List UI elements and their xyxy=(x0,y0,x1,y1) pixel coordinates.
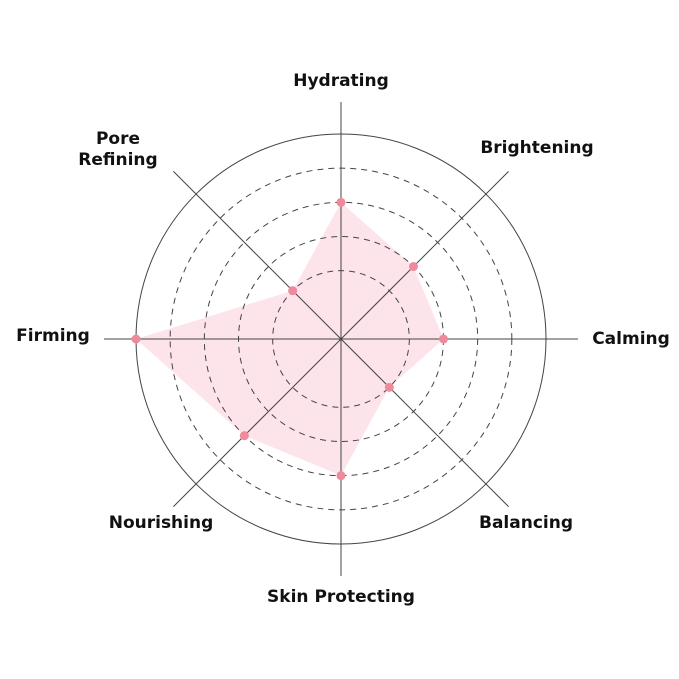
data-point xyxy=(336,197,346,207)
data-point xyxy=(439,334,448,344)
axis-label: Calming xyxy=(592,329,670,349)
data-point xyxy=(288,286,298,296)
axis-label: Balancing xyxy=(479,513,573,533)
data-point xyxy=(408,262,418,272)
data-point xyxy=(239,431,249,441)
data-point xyxy=(336,471,346,481)
axis-line xyxy=(173,171,509,507)
axis-label: Brightening xyxy=(480,138,593,158)
data-point xyxy=(131,334,141,344)
axis-label: Nourishing xyxy=(109,513,214,533)
axis-label: Refining xyxy=(78,150,157,170)
axis-label: Pore xyxy=(96,129,140,149)
data-point xyxy=(384,382,394,392)
axis-label: Firming xyxy=(16,326,90,346)
axis-label: Skin Protecting xyxy=(267,587,415,607)
axis-label: Hydrating xyxy=(293,71,389,91)
